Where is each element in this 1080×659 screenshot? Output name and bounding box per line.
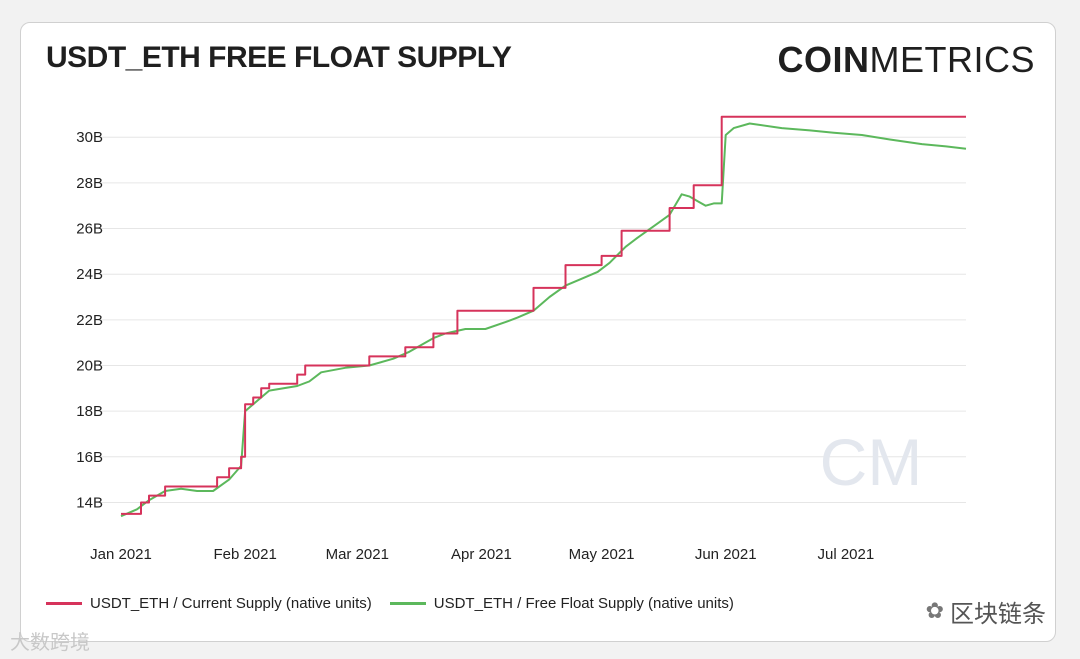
legend-swatch-current (46, 602, 82, 605)
y-tick-label: 20B (76, 358, 103, 375)
series-line-current-supply (121, 115, 966, 515)
watermark-left-text: 大数跨境 (10, 630, 90, 654)
x-tick-label: May 2021 (569, 546, 635, 563)
legend-swatch-free-float (389, 602, 426, 605)
legend-label-current: USDT_ETH / Current Supply (native units) (90, 595, 372, 612)
y-tick-label: 18B (76, 403, 103, 420)
x-tick-label: Jul 2021 (817, 546, 874, 563)
brand-logo-light: METRICS (869, 39, 1035, 80)
y-tick-label: 16B (76, 449, 103, 466)
legend-item-free-float[interactable]: USDT_ETH / Free Float Supply (native uni… (389, 595, 734, 612)
chart-title: USDT_ETH FREE FLOAT SUPPLY (46, 41, 512, 74)
watermark-right: ✿ 区块链条 (926, 594, 1046, 629)
y-tick-label: 14B (76, 494, 103, 511)
chart-card: USDT_ETH FREE FLOAT SUPPLY COINMETRICS C… (20, 22, 1056, 642)
series-line-free-float-supply (120, 122, 967, 518)
legend-label-free-float: USDT_ETH / Free Float Supply (native uni… (433, 595, 734, 612)
legend: USDT_ETH / Current Supply (native units)… (46, 595, 734, 612)
y-tick-label: 30B (76, 129, 103, 146)
legend-item-current[interactable]: USDT_ETH / Current Supply (native units) (46, 595, 372, 612)
x-tick-label: Jan 2021 (90, 546, 152, 563)
watermark-left: 大数跨境 (10, 626, 90, 655)
y-tick-label: 24B (76, 266, 103, 283)
watermark-right-text: 区块链条 (950, 600, 1046, 628)
cm-watermark: CM (820, 425, 923, 499)
x-axis-labels: Jan 2021 Feb 2021 Mar 2021 Apr 2021 May 2021… (90, 546, 874, 563)
y-tick-label: 26B (76, 221, 103, 238)
y-tick-label: 22B (76, 312, 103, 329)
series-lines (120, 115, 967, 518)
y-tick-label: 28B (76, 175, 103, 192)
y-axis-labels: 14B 16B 18B 20B 22B 24B 26B 28B 30B (76, 129, 103, 511)
x-tick-label: Mar 2021 (326, 546, 389, 563)
brand-logo-bold: COIN (777, 39, 870, 80)
x-tick-label: Jun 2021 (695, 546, 757, 563)
line-chart: CM 14B 16B 18B 20B 22B 24B 26B 28B 30B Jan 2021 F… (76, 115, 967, 563)
x-tick-label: Feb 2021 (213, 546, 276, 563)
brand-logo: COINMETRICS (778, 39, 1036, 81)
wechat-icon: ✿ (925, 599, 944, 624)
x-tick-label: Apr 2021 (451, 546, 512, 563)
